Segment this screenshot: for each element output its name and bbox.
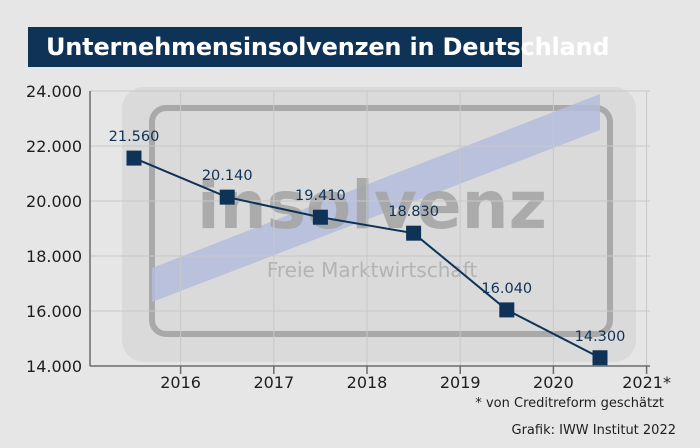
y-tick-label: 18.000 <box>26 247 82 266</box>
data-point-marker <box>406 225 422 241</box>
x-tick-label: 2017 <box>253 373 294 392</box>
y-tick-label: 24.000 <box>26 82 82 101</box>
x-tick-label: 2019 <box>440 373 481 392</box>
data-label: 20.140 <box>202 168 253 184</box>
series-line-path <box>133 157 601 359</box>
y-axis: 14.000 16.000 18.000 20.000 22.000 24.000 <box>26 82 82 376</box>
watermark-subtitle: Freie Marktwirtschaft <box>267 258 478 282</box>
y-tick-label: 22.000 <box>26 137 82 156</box>
data-point-marker <box>592 350 608 366</box>
y-tick-label: 14.000 <box>26 357 82 376</box>
data-point-marker <box>219 189 235 205</box>
data-point-marker <box>499 302 515 318</box>
data-label: 18.830 <box>388 204 439 220</box>
watermark-logo: insolvenz Freie Marktwirtschaft <box>122 87 636 362</box>
x-tick-label: 2018 <box>347 373 388 392</box>
y-tick-label: 16.000 <box>26 302 82 321</box>
chart-title-box: Unternehmensinsolvenzen in Deutschland <box>28 27 610 67</box>
data-label: 21.560 <box>109 129 160 145</box>
x-tick-label: 2020 <box>533 373 574 392</box>
data-label: 19.410 <box>295 188 346 204</box>
source-credit: Grafik: IWW Institut 2022 <box>511 423 677 438</box>
footnote: * von Creditreform geschätzt <box>475 396 664 411</box>
watermark-word: insolvenz <box>197 167 547 244</box>
data-label: 16.040 <box>481 281 532 297</box>
y-tick-label: 20.000 <box>26 192 82 211</box>
data-labels: 21.560 20.140 19.410 18.830 16.040 14.300 <box>109 129 626 345</box>
grid <box>89 90 650 367</box>
data-point-marker <box>126 150 142 166</box>
x-axis: 2016 2017 2018 2019 2020 2021* <box>160 366 671 392</box>
x-tick-label: 2021* <box>622 373 671 392</box>
data-point-marker <box>312 209 328 225</box>
series-line <box>126 150 608 366</box>
chart-title: Unternehmensinsolvenzen in Deutschland <box>46 33 610 61</box>
data-label: 14.300 <box>575 329 626 345</box>
x-tick-label: 2016 <box>160 373 201 392</box>
